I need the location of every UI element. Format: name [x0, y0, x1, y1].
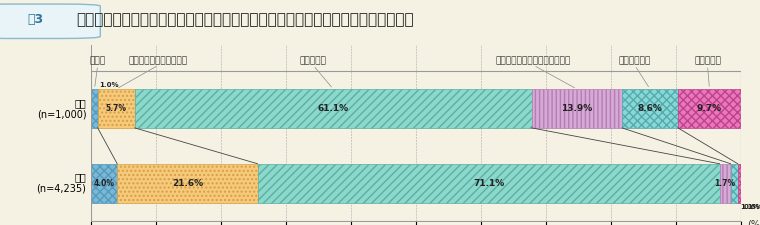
Text: 21.6%: 21.6% — [172, 179, 203, 188]
Text: 倫理規程で定められている禁止行為の内容全般について、どのように思いますか。: 倫理規程で定められている禁止行為の内容全般について、どのように思いますか。 — [76, 12, 413, 27]
Text: 1.7%: 1.7% — [714, 179, 736, 188]
Text: 71.1%: 71.1% — [473, 179, 504, 188]
Text: 9.7%: 9.7% — [697, 104, 722, 113]
Bar — [532, 89, 622, 128]
Text: 分からない: 分からない — [694, 56, 721, 65]
Text: 妥当である: 妥当である — [299, 56, 327, 65]
Text: 0.6%: 0.6% — [743, 204, 760, 210]
Text: どちらかといえば緩やかである: どちらかといえば緩やかである — [496, 56, 571, 65]
Bar — [135, 89, 532, 128]
Bar — [91, 71, 741, 220]
Bar — [730, 164, 738, 202]
Text: 1.0%: 1.0% — [100, 82, 119, 88]
Text: (%): (%) — [748, 219, 760, 225]
Text: 5.7%: 5.7% — [106, 104, 127, 113]
Bar — [91, 89, 98, 128]
Bar — [117, 164, 258, 202]
Bar — [622, 89, 678, 128]
Text: 13.9%: 13.9% — [562, 104, 593, 113]
Bar — [258, 164, 720, 202]
Text: 図3: 図3 — [27, 13, 44, 26]
Text: どちらかといえば厳しい: どちらかといえば厳しい — [129, 56, 188, 65]
Text: 厳しい: 厳しい — [90, 56, 106, 65]
Text: 4.0%: 4.0% — [93, 179, 115, 188]
Bar — [98, 89, 135, 128]
FancyBboxPatch shape — [0, 4, 100, 38]
Text: 61.1%: 61.1% — [318, 104, 349, 113]
Text: 1.1%: 1.1% — [739, 204, 759, 210]
Text: 緩やかである: 緩やかである — [619, 56, 651, 65]
Bar — [678, 89, 741, 128]
Bar — [738, 164, 742, 202]
Bar — [91, 164, 117, 202]
Bar — [720, 164, 730, 202]
Text: 8.6%: 8.6% — [638, 104, 663, 113]
